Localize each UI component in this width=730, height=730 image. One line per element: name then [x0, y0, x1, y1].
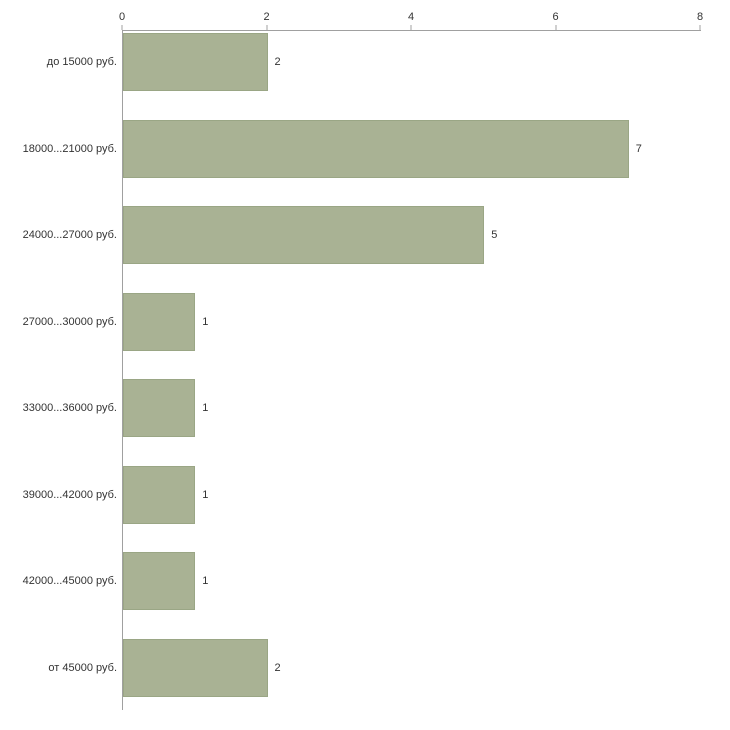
x-tick-mark [266, 25, 267, 30]
bar-2 [123, 33, 268, 91]
bar-value-label: 2 [274, 56, 281, 68]
x-tick-mark [410, 25, 412, 30]
bar-value-label: 1 [202, 488, 209, 501]
bar-value-label: 7 [635, 142, 642, 155]
x-tick-label: 2 [263, 11, 270, 23]
bar-1 [123, 292, 196, 351]
category-label: 33000...36000 руб. [22, 402, 117, 414]
bar-1 [123, 465, 196, 524]
x-tick-label: 0 [118, 11, 126, 23]
category-label: до 15000 руб. [46, 56, 117, 68]
x-tick-mark [555, 25, 556, 30]
bar-value-label: 5 [491, 229, 498, 241]
x-tick-label: 4 [407, 11, 415, 23]
category-label: 18000...21000 руб. [22, 142, 117, 155]
bar-value-label: 1 [202, 402, 209, 414]
x-tick-mark [699, 25, 701, 30]
category-label: 42000...45000 руб. [22, 575, 117, 587]
bar-7 [123, 119, 629, 178]
x-axis-line [122, 30, 701, 31]
x-tick-mark [121, 25, 123, 30]
x-tick-label: 8 [696, 11, 704, 23]
category-label: 27000...30000 руб. [22, 315, 117, 328]
bar-1 [123, 379, 196, 437]
bar-2 [123, 638, 268, 697]
category-label: от 45000 руб. [48, 661, 117, 674]
bar-value-label: 2 [274, 661, 281, 674]
y-axis-line [122, 30, 123, 710]
bar-5 [123, 206, 485, 264]
category-label: 39000...42000 руб. [22, 488, 117, 501]
bar-value-label: 1 [202, 575, 209, 587]
bar-value-label: 1 [202, 315, 209, 328]
x-tick-label: 6 [552, 11, 559, 23]
bar-1 [123, 552, 196, 610]
category-label: 24000...27000 руб. [22, 229, 117, 241]
